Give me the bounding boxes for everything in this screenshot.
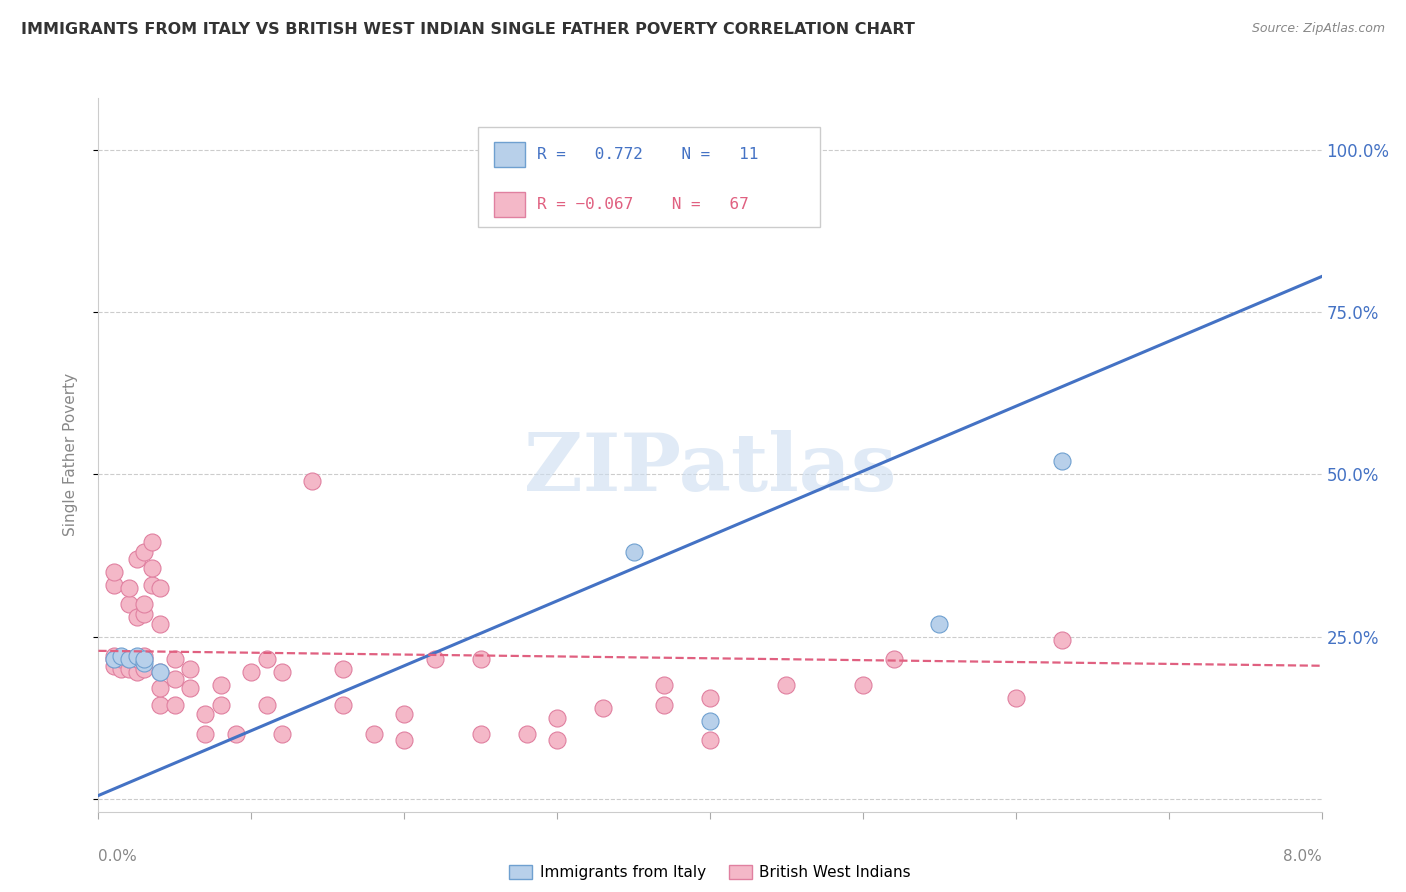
Text: IMMIGRANTS FROM ITALY VS BRITISH WEST INDIAN SINGLE FATHER POVERTY CORRELATION C: IMMIGRANTS FROM ITALY VS BRITISH WEST IN…	[21, 22, 915, 37]
Point	[110, 652, 132, 666]
Point	[103, 652, 125, 666]
Text: Source: ZipAtlas.com: Source: ZipAtlas.com	[1251, 22, 1385, 36]
Point	[163, 698, 186, 712]
Point	[134, 662, 156, 676]
Point	[125, 648, 148, 663]
Point	[141, 561, 163, 575]
Point	[141, 577, 163, 591]
Point	[240, 665, 263, 680]
Point	[209, 678, 232, 692]
Point	[225, 727, 247, 741]
Point	[392, 707, 416, 722]
Legend: Immigrants from Italy, British West Indians: Immigrants from Italy, British West Indi…	[503, 859, 917, 886]
Point	[194, 707, 217, 722]
Point	[256, 698, 278, 712]
Point	[134, 648, 156, 663]
Point	[363, 727, 385, 741]
Point	[423, 652, 446, 666]
Point	[134, 656, 156, 670]
Text: R =   0.772    N =   11: R = 0.772 N = 11	[537, 146, 758, 161]
Point	[256, 652, 278, 666]
Point	[163, 672, 186, 686]
Point	[270, 665, 294, 680]
Point	[103, 565, 125, 579]
Point	[141, 535, 163, 549]
Point	[270, 727, 294, 741]
Point	[125, 652, 148, 666]
Point	[149, 698, 172, 712]
Point	[125, 551, 148, 566]
Point	[194, 727, 217, 741]
Point	[134, 652, 156, 666]
Point	[546, 711, 568, 725]
Point	[546, 733, 568, 747]
Point	[392, 733, 416, 747]
Point	[699, 733, 721, 747]
Point	[179, 662, 201, 676]
Point	[118, 581, 141, 595]
Point	[103, 652, 125, 666]
Point	[209, 698, 232, 712]
Point	[103, 577, 125, 591]
Point	[852, 678, 875, 692]
Text: R = −0.067    N =   67: R = −0.067 N = 67	[537, 196, 748, 211]
Point	[134, 545, 156, 559]
Point	[163, 652, 186, 666]
Point	[103, 658, 125, 673]
Point	[149, 665, 172, 680]
Point	[149, 665, 172, 680]
Point	[1050, 454, 1073, 468]
Point	[134, 652, 156, 666]
Point	[149, 681, 172, 696]
Point	[103, 648, 125, 663]
Point	[699, 691, 721, 706]
Point	[118, 652, 141, 666]
Point	[110, 662, 132, 676]
Point	[652, 678, 675, 692]
Point	[149, 616, 172, 631]
Point	[134, 607, 156, 621]
Point	[332, 662, 354, 676]
Point	[883, 652, 905, 666]
Point	[110, 648, 132, 663]
Point	[134, 597, 156, 611]
Point	[125, 610, 148, 624]
Point	[149, 581, 172, 595]
Point	[118, 652, 141, 666]
Point	[699, 714, 721, 728]
Point	[125, 665, 148, 680]
Point	[118, 662, 141, 676]
Point	[516, 727, 538, 741]
Point	[775, 678, 797, 692]
Point	[928, 616, 950, 631]
Point	[652, 698, 675, 712]
Point	[1004, 691, 1026, 706]
Text: ZIPatlas: ZIPatlas	[524, 430, 896, 508]
Text: 8.0%: 8.0%	[1282, 849, 1322, 863]
Point	[470, 727, 492, 741]
Text: 0.0%: 0.0%	[98, 849, 138, 863]
Y-axis label: Single Father Poverty: Single Father Poverty	[63, 374, 77, 536]
Point	[592, 701, 614, 715]
Point	[332, 698, 354, 712]
Point	[623, 545, 645, 559]
Point	[118, 597, 141, 611]
Point	[179, 681, 201, 696]
Point	[301, 474, 323, 488]
Point	[1050, 632, 1073, 647]
Point	[470, 652, 492, 666]
